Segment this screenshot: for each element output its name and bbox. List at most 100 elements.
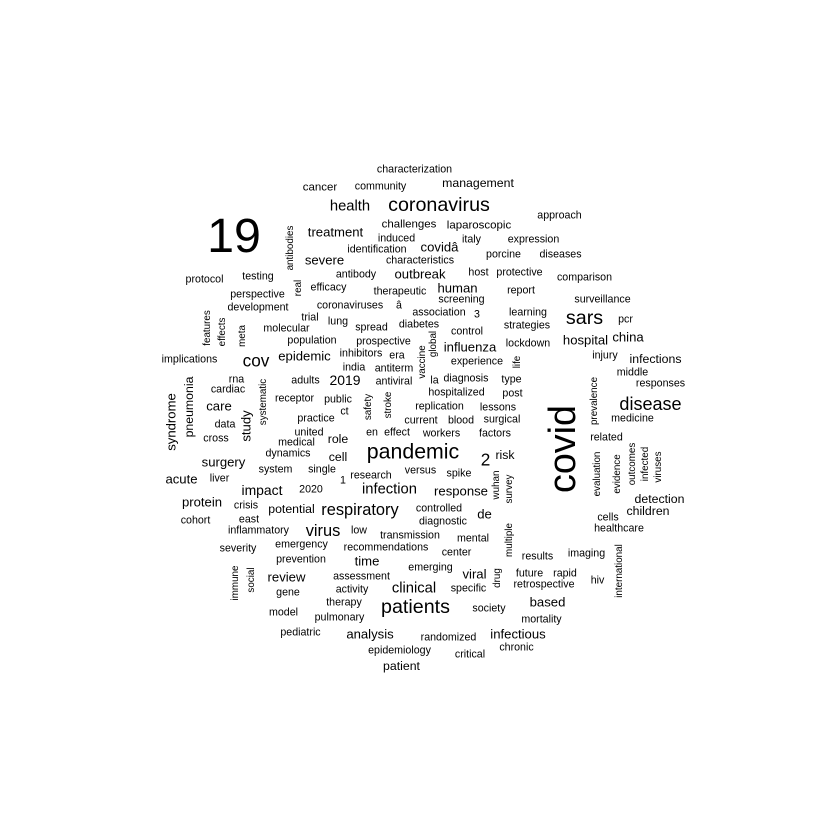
word-epidemic: epidemic (278, 348, 331, 364)
word-infection: infection (362, 481, 417, 498)
word-safety: safety (363, 393, 375, 421)
word-surveillance: surveillance (574, 293, 631, 306)
word-liver: liver (209, 472, 230, 485)
word-lung: lung (327, 315, 349, 328)
word-hospitalized: hospitalized (428, 386, 485, 399)
word-outbreak: outbreak (394, 266, 446, 282)
word-control: control (451, 325, 483, 338)
word-italy: italy (462, 233, 481, 246)
word-respiratory: respiratory (321, 500, 399, 519)
word-china: china (612, 329, 644, 345)
word-evidence: evidence (612, 454, 624, 494)
word-lessons: lessons (479, 401, 517, 414)
word-acute: acute (165, 471, 198, 487)
word-coronaviruses: coronaviruses (316, 299, 384, 312)
word-response: response (434, 483, 488, 499)
word-multiple: multiple (504, 523, 516, 557)
word-la: la (430, 374, 439, 387)
word-patient: patient (383, 658, 420, 673)
word-de: de (477, 506, 492, 522)
word-workers: workers (422, 427, 461, 440)
word-inhibitors: inhibitors (339, 347, 383, 360)
word-medical: medical (278, 436, 315, 449)
word-responses: responses (635, 377, 686, 390)
word-characterization: characterization (376, 163, 453, 176)
word-screening: screening (438, 293, 485, 306)
word-randomized: randomized (420, 631, 477, 644)
word-covid: covid (541, 404, 584, 494)
word-antiterm: antiterm (374, 362, 414, 375)
word-treatment: treatment (307, 224, 364, 240)
word-society: society (472, 602, 506, 615)
word-review: review (267, 569, 306, 585)
word-syndrome: syndrome (163, 393, 179, 451)
word-2020: 2020 (299, 483, 323, 496)
word-type: type (501, 373, 522, 386)
word-pcr: pcr (618, 313, 633, 326)
word-protective: protective (496, 266, 543, 279)
word-identification: identification (347, 243, 407, 256)
word-care: care (206, 398, 232, 414)
word-2: 2 (480, 448, 491, 469)
word-data: data (214, 418, 236, 431)
word-cardiac: cardiac (210, 383, 246, 396)
word-pneumonia: pneumonia (181, 376, 196, 438)
word-characteristics: characteristics (385, 254, 455, 267)
word-imaging: imaging (567, 547, 606, 560)
word-disease: disease (619, 393, 682, 414)
word-prevention: prevention (276, 553, 326, 566)
word-related: related (590, 431, 623, 444)
word-study: study (238, 410, 254, 442)
word-ct: ct (340, 405, 349, 418)
word-antiviral: antiviral (375, 375, 413, 388)
word-human: human (437, 280, 478, 296)
word-covida: covidâ (420, 239, 459, 255)
word-transmission: transmission (380, 529, 440, 542)
word-evaluation: evaluation (592, 451, 604, 497)
word-united: united (294, 426, 324, 439)
word-implications: implications (161, 353, 218, 366)
word-induced: induced (377, 232, 416, 245)
word-public: public (324, 393, 352, 406)
word-development: development (227, 301, 289, 314)
word-prevalence: prevalence (589, 376, 601, 426)
word-viral: viral (462, 566, 487, 582)
word-emerging: emerging (408, 561, 453, 574)
word-research: research (350, 469, 392, 482)
word-cross: cross (203, 432, 229, 445)
word-patients: patients (381, 596, 450, 619)
word-potential: potential (268, 501, 315, 516)
word-report: report (507, 284, 535, 297)
word-therapeutic: therapeutic (373, 285, 427, 298)
word-surgery: surgery (201, 454, 246, 470)
word-lockdown: lockdown (505, 337, 551, 350)
word-time: time (354, 553, 380, 569)
word-children: children (626, 503, 670, 518)
word-results: results (521, 550, 554, 563)
word-role: role (327, 431, 349, 446)
word-comparison: comparison (556, 271, 613, 284)
word-prospective: prospective (356, 335, 411, 348)
word-clinical: clinical (391, 580, 437, 597)
word-en: en (366, 426, 378, 439)
word-features: features (202, 310, 214, 346)
word-experience: experience (450, 355, 504, 368)
word-cell: cell (328, 449, 348, 464)
word-receptor: receptor (274, 392, 315, 405)
word-epidemiology: epidemiology (368, 644, 431, 657)
word-surgical: surgical (483, 413, 521, 426)
word-activity: activity (335, 583, 369, 596)
word-diagnosis: diagnosis (443, 372, 489, 385)
word-meta: meta (237, 325, 249, 347)
word-recommendations: recommendations (343, 541, 429, 554)
word-pandemic: pandemic (366, 439, 460, 464)
word-strategies: strategies (503, 319, 551, 332)
word-pediatric: pediatric (280, 626, 321, 639)
word-india: india (342, 361, 366, 374)
word-management: management (442, 175, 514, 190)
word-cov: cov (242, 349, 270, 370)
word-virus: virus (305, 521, 341, 540)
word-global: global (428, 330, 440, 358)
word-host: host (468, 266, 489, 279)
